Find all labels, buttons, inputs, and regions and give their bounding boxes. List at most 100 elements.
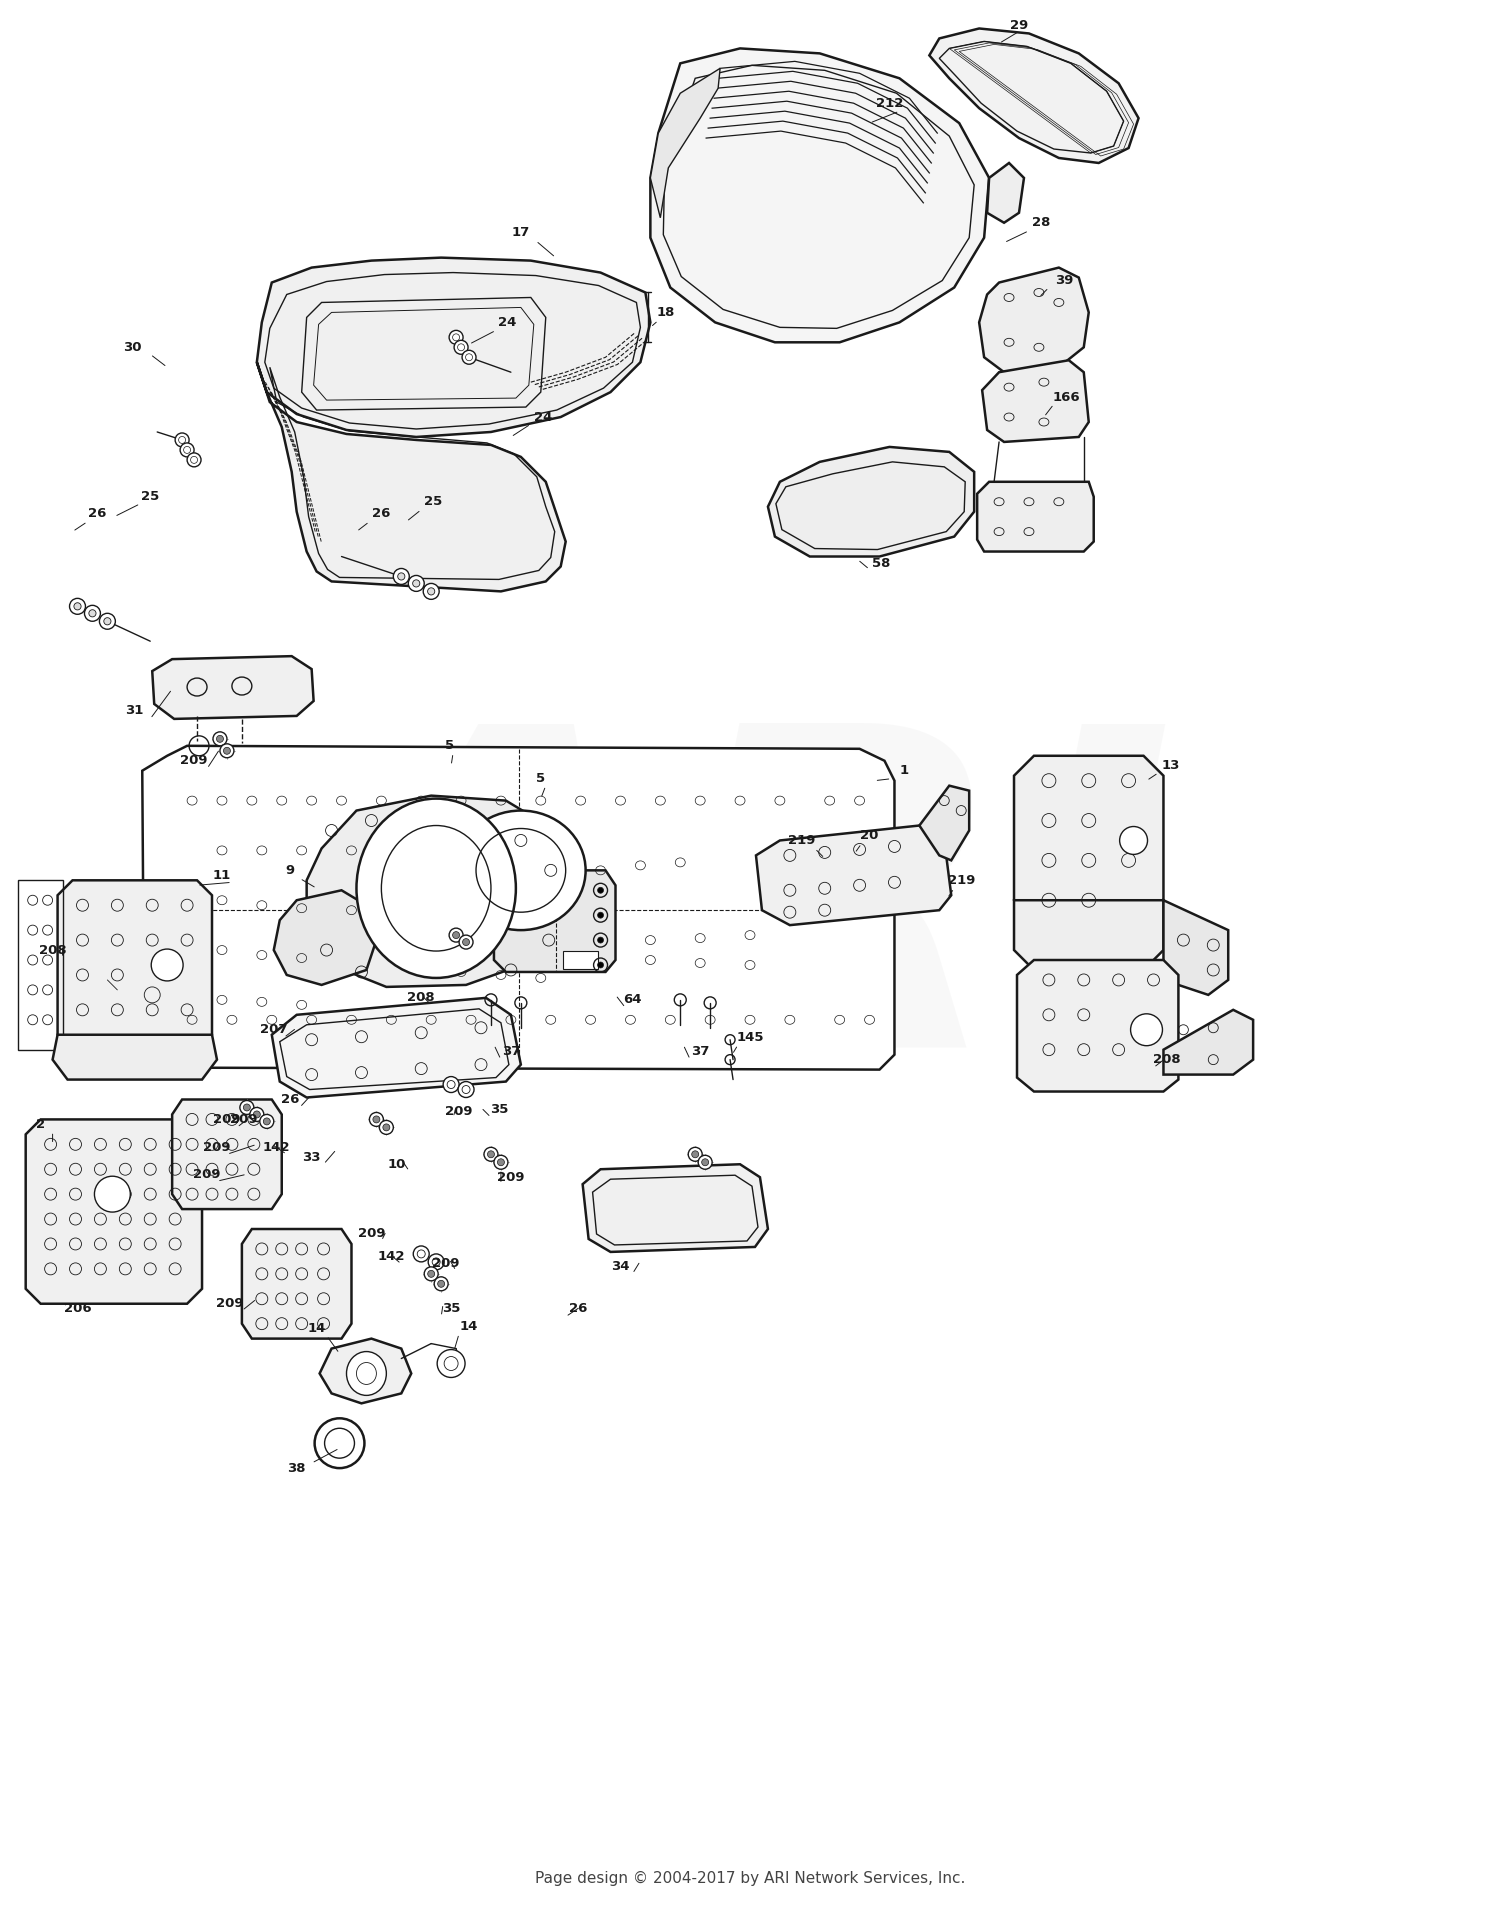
Ellipse shape	[414, 1247, 429, 1262]
Ellipse shape	[382, 1123, 390, 1131]
Text: 33: 33	[303, 1150, 321, 1164]
Polygon shape	[1014, 900, 1164, 965]
Ellipse shape	[74, 603, 81, 611]
Ellipse shape	[224, 748, 231, 753]
Ellipse shape	[498, 1158, 504, 1166]
Polygon shape	[152, 655, 314, 719]
Text: 17: 17	[512, 225, 530, 239]
Polygon shape	[987, 164, 1024, 224]
Polygon shape	[172, 1100, 282, 1208]
Polygon shape	[272, 998, 520, 1098]
Ellipse shape	[448, 330, 464, 345]
Polygon shape	[274, 890, 376, 985]
Ellipse shape	[213, 732, 226, 746]
Text: 24: 24	[498, 316, 516, 330]
Text: 26: 26	[372, 507, 390, 520]
Text: 209: 209	[202, 1141, 231, 1154]
Ellipse shape	[243, 1104, 250, 1112]
Ellipse shape	[442, 1077, 459, 1093]
Text: 39: 39	[1054, 274, 1072, 287]
Ellipse shape	[254, 1112, 261, 1118]
Ellipse shape	[408, 576, 424, 592]
Polygon shape	[768, 447, 974, 557]
Polygon shape	[756, 825, 951, 925]
Ellipse shape	[176, 434, 189, 447]
Text: 166: 166	[1053, 391, 1080, 403]
Ellipse shape	[393, 568, 410, 584]
Text: 34: 34	[610, 1260, 630, 1274]
Ellipse shape	[104, 619, 111, 624]
Polygon shape	[142, 746, 894, 1069]
Text: 209: 209	[216, 1297, 243, 1310]
Ellipse shape	[398, 572, 405, 580]
Polygon shape	[976, 482, 1094, 551]
Ellipse shape	[438, 1280, 444, 1287]
Ellipse shape	[188, 453, 201, 466]
Text: 209: 209	[180, 753, 209, 767]
Text: 209: 209	[496, 1172, 525, 1183]
Ellipse shape	[1131, 1014, 1162, 1046]
Ellipse shape	[688, 1147, 702, 1162]
Polygon shape	[306, 796, 570, 987]
Polygon shape	[320, 1339, 411, 1403]
Text: 31: 31	[124, 705, 144, 717]
Polygon shape	[1017, 960, 1179, 1091]
Polygon shape	[494, 871, 615, 971]
Ellipse shape	[369, 1112, 384, 1127]
Polygon shape	[1164, 900, 1228, 994]
Text: 25: 25	[141, 489, 159, 503]
Ellipse shape	[597, 911, 603, 917]
Ellipse shape	[315, 1418, 364, 1468]
Text: 209: 209	[432, 1258, 460, 1270]
Ellipse shape	[424, 1266, 438, 1281]
Ellipse shape	[69, 599, 86, 615]
Ellipse shape	[427, 1254, 444, 1270]
Text: 26: 26	[570, 1303, 588, 1316]
Text: 219: 219	[948, 873, 975, 886]
Polygon shape	[980, 268, 1089, 372]
Ellipse shape	[494, 1156, 508, 1170]
Text: 26: 26	[88, 507, 106, 520]
Text: 24: 24	[534, 410, 552, 424]
Text: 9: 9	[285, 863, 294, 877]
Polygon shape	[256, 362, 566, 592]
Text: 18: 18	[656, 306, 675, 320]
Text: 14: 14	[460, 1320, 478, 1333]
Ellipse shape	[454, 341, 468, 355]
Text: 209: 209	[357, 1227, 386, 1241]
Ellipse shape	[462, 938, 470, 946]
Polygon shape	[651, 48, 988, 343]
Polygon shape	[26, 1120, 202, 1305]
Polygon shape	[651, 67, 720, 218]
Text: 28: 28	[1032, 216, 1050, 229]
Ellipse shape	[413, 580, 420, 588]
Ellipse shape	[374, 1116, 380, 1123]
Text: 29: 29	[1010, 19, 1028, 33]
Text: 64: 64	[622, 992, 642, 1006]
Text: 37: 37	[692, 1044, 709, 1058]
Ellipse shape	[448, 929, 464, 942]
Text: 212: 212	[876, 96, 903, 110]
Ellipse shape	[423, 584, 439, 599]
Polygon shape	[242, 1229, 351, 1339]
Polygon shape	[920, 786, 969, 859]
Ellipse shape	[698, 1156, 712, 1170]
Ellipse shape	[692, 1150, 699, 1158]
Text: 11: 11	[213, 869, 231, 883]
Polygon shape	[1014, 755, 1164, 921]
Text: 35: 35	[442, 1303, 460, 1316]
Ellipse shape	[597, 937, 603, 942]
Polygon shape	[982, 360, 1089, 441]
Polygon shape	[1164, 1010, 1252, 1075]
Text: 13: 13	[1161, 759, 1179, 773]
Text: 209: 209	[194, 1168, 220, 1181]
Ellipse shape	[357, 798, 516, 977]
Text: 219: 219	[788, 834, 816, 848]
Ellipse shape	[251, 1108, 264, 1122]
Ellipse shape	[264, 1118, 270, 1125]
Ellipse shape	[180, 443, 194, 457]
Polygon shape	[53, 1035, 217, 1079]
Text: 208: 208	[1152, 1054, 1180, 1066]
Ellipse shape	[488, 1150, 495, 1158]
Text: 209: 209	[446, 1104, 472, 1118]
